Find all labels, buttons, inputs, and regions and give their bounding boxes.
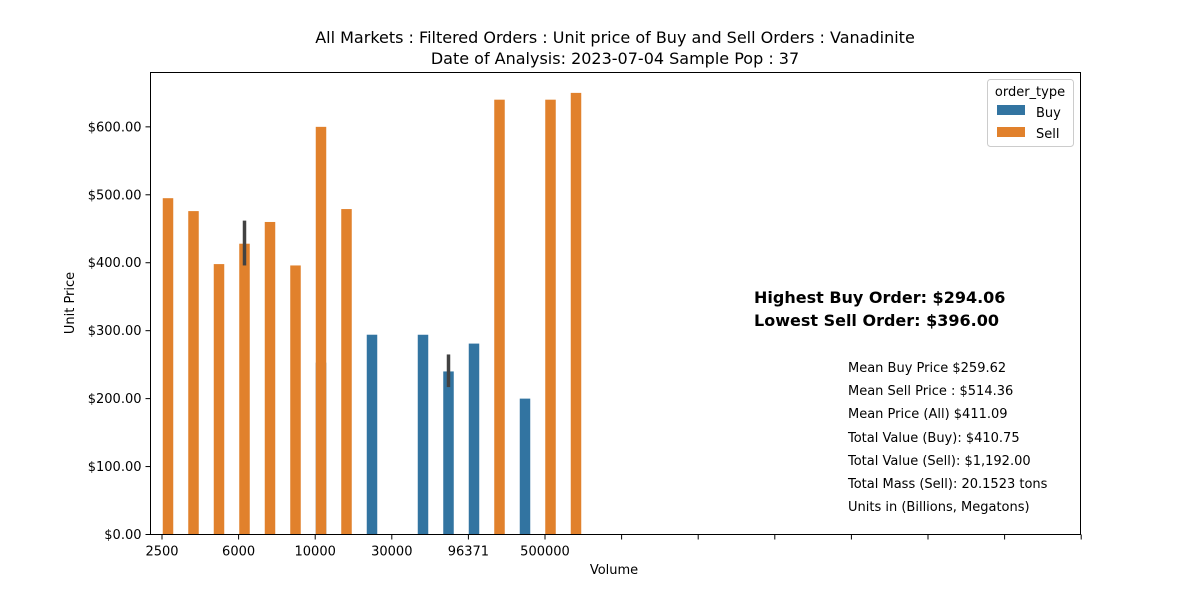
y-axis-label: Unit Price [63,272,78,334]
stat-total-value-buy: Total Value (Buy): $410.75 [847,431,1020,446]
bar-sell-13 [494,99,505,535]
x-axis-label: Volume [590,563,638,578]
x-tick-label-1: 6000 [222,545,255,560]
bar-buy-12 [468,343,480,535]
x-tick-label-5: 500000 [520,545,570,560]
bar-sell-7 [341,209,352,535]
y-axis: $0.00 $100.00 $200.00 $300.00 $400.00 $500.00… [88,120,151,543]
stat-units-note: Units in (Billions, Megatons) [848,500,1030,515]
bar-sell-16 [570,92,582,535]
error-bars-layer [242,220,451,388]
lowest-sell-annotation: Lowest Sell Order: $396.00 [754,311,999,330]
highest-buy-annotation: Highest Buy Order: $294.06 [754,288,1005,307]
legend-swatch-sell [997,127,1025,137]
stat-mean-buy: Mean Buy Price $259.62 [848,361,1006,376]
y-tick-label-3: $300.00 [88,324,142,339]
bar-sell-6 [315,126,327,535]
bar-buy-8 [366,334,378,535]
bar-sell-3 [239,243,250,535]
stat-total-mass-sell: Total Mass (Sell): 20.1523 tons [847,477,1048,492]
bar-sell-5 [290,265,301,535]
x-tick-label-2: 10000 [295,545,336,560]
legend: order_type Buy Sell [987,79,1074,147]
y-tick-label-0: $0.00 [104,528,141,543]
bar-sell-1 [188,211,199,535]
y-tick-label-5: $500.00 [88,188,142,203]
stat-mean-all: Mean Price (All) $411.09 [848,407,1008,422]
bar-sell-0 [162,198,174,535]
stats-block: Mean Buy Price $259.62 Mean Sell Price :… [847,361,1048,515]
chart-title-line1: All Markets : Filtered Orders : Unit pri… [315,28,915,47]
legend-label-buy: Buy [1036,106,1061,121]
bar-buy-14 [519,398,531,535]
x-tick-label-3: 30000 [371,545,412,560]
legend-label-sell: Sell [1036,127,1059,142]
y-tick-label-6: $600.00 [88,120,142,135]
x-tick-label-0: 2500 [145,545,178,560]
y-tick-label-1: $100.00 [88,460,142,475]
plot-frame [150,72,1081,535]
legend-title: order_type [995,85,1065,100]
bar-sell-4 [264,221,276,535]
legend-swatch-buy [997,105,1025,115]
bar-sell-15 [545,99,556,535]
x-tick-label-4: 96371 [448,545,489,560]
y-tick-label-2: $200.00 [88,392,142,407]
stat-mean-sell: Mean Sell Price : $514.36 [848,384,1013,399]
y-tick-label-4: $400.00 [88,256,142,271]
bars-layer [162,92,582,535]
bar-buy-10 [417,334,429,535]
bar-buy-11 [443,371,454,535]
bar-sell-2 [213,264,225,535]
x-axis: 2500 6000 10000 30000 96371 500000 [145,534,1082,560]
stat-total-value-sell: Total Value (Sell): $1,192.00 [847,454,1031,469]
chart-title-line2: Date of Analysis: 2023-07-04 Sample Pop … [431,49,799,68]
